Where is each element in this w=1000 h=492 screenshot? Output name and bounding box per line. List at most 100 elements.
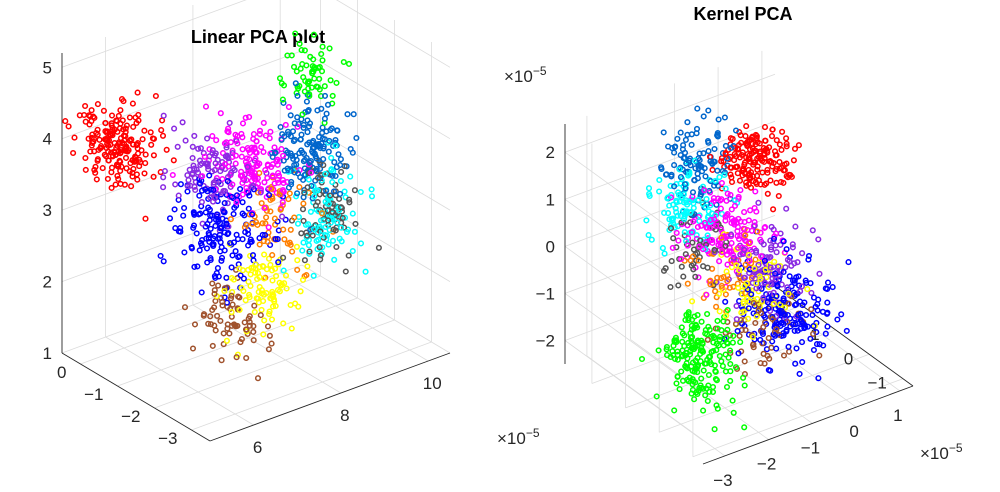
data-point [687,219,694,226]
data-point [239,146,246,153]
data-point [196,247,203,254]
data-point [693,322,700,329]
data-point [227,139,234,146]
data-point [291,214,298,221]
y-exponent-label-power: −5 [526,426,540,440]
data-point [741,382,748,389]
data-point [645,232,652,239]
data-point [323,187,330,194]
data-point [779,128,786,135]
data-point [184,188,191,195]
data-point [702,173,709,180]
data-point [760,324,767,331]
data-point [200,312,207,319]
data-point [261,275,268,282]
data-point [297,136,304,143]
data-point [773,137,780,144]
data-point [704,397,711,405]
tick-labels: 0 −1 −2 −3 6 8 10 5 4 3 2 1 [43,58,442,457]
data-point [782,264,789,271]
data-point [269,303,277,310]
data-point [307,158,314,165]
data-point [771,258,778,265]
data-point [728,164,735,171]
data-point [166,215,174,222]
data-point [762,266,769,273]
data-point [685,309,692,316]
data-point [685,339,692,346]
data-point [116,140,123,147]
data-point [718,226,725,233]
data-point [172,225,179,232]
data-point [197,145,204,152]
data-point [249,252,257,259]
data-point [304,184,311,191]
data-point [300,239,307,246]
data-point [315,236,322,243]
data-point [252,269,259,276]
data-point [722,298,729,305]
data-point [340,58,347,66]
data-point [765,254,772,261]
data-point [780,268,787,276]
data-point [734,163,741,170]
data-point [357,240,365,247]
data-point [259,220,266,227]
data-point [209,133,216,140]
data-point [266,332,273,339]
data-point [262,232,269,239]
data-point [188,245,195,252]
data-point [718,282,725,289]
data-point [677,174,684,181]
data-point [264,174,271,181]
data-point [261,251,268,258]
data-point [130,141,137,148]
data-point [258,290,265,297]
data-point [718,358,725,365]
data-point [674,373,681,380]
data-point [244,163,251,171]
data-point [256,131,263,138]
data-point [691,396,698,403]
data-point [710,332,717,339]
data-point [803,311,810,319]
data-point [346,199,353,206]
data-point [744,286,751,293]
data-point [242,297,249,304]
data-point [783,143,790,150]
data-point [761,224,768,231]
data-point [789,241,796,248]
data-point [172,181,179,188]
data-point [269,161,276,168]
data-point [267,208,274,215]
data-point [696,150,703,157]
data-point [62,118,69,125]
data-point [655,347,662,354]
data-point [670,342,677,349]
data-point [271,144,278,151]
data-point [679,377,687,384]
data-point [695,257,702,264]
data-point [337,156,344,163]
data-point [742,133,749,140]
data-point [732,127,740,134]
data-point [249,182,257,189]
data-point [824,285,831,293]
data-point [254,375,262,382]
data-point [791,327,798,334]
data-point [108,169,115,176]
data-point [236,294,243,301]
data-point [701,187,708,194]
data-point [323,128,330,135]
data-point [805,252,813,260]
data-point [233,354,240,361]
axes [61,53,451,442]
data-point [712,226,719,233]
data-point [334,219,341,226]
data-point [121,181,128,188]
data-point [711,216,718,223]
data-point [694,170,701,177]
z-tick-label: 1 [546,190,555,209]
data-point [254,180,262,187]
data-point [181,204,188,212]
